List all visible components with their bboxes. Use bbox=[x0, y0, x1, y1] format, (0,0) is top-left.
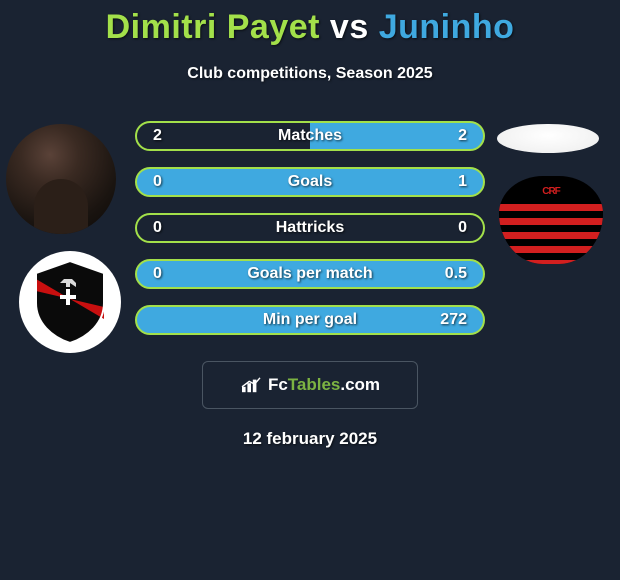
stat-left-value: 0 bbox=[153, 173, 213, 191]
brand-tables: Tables bbox=[288, 375, 341, 395]
bar-chart-icon bbox=[240, 376, 262, 394]
title: Dimitri Payet vs Juninho bbox=[0, 8, 620, 47]
stat-label: Matches bbox=[213, 127, 407, 145]
fctables-logo: FcTables.com bbox=[202, 361, 418, 409]
stat-right-value: 0.5 bbox=[407, 265, 467, 283]
title-vs: vs bbox=[320, 8, 379, 46]
stat-right-value: 0 bbox=[407, 219, 467, 237]
stat-row: 0Goals per match0.5 bbox=[135, 259, 485, 289]
brand-fc: Fc bbox=[268, 375, 288, 395]
stat-label: Min per goal bbox=[213, 311, 407, 329]
fctables-brand-text: FcTables.com bbox=[268, 375, 380, 395]
subtitle: Club competitions, Season 2025 bbox=[0, 65, 620, 83]
stat-label: Hattricks bbox=[213, 219, 407, 237]
stat-left-value: 0 bbox=[153, 265, 213, 283]
stats-area: 2Matches20Goals10Hattricks00Goals per ma… bbox=[0, 121, 620, 335]
stat-row: 0Goals1 bbox=[135, 167, 485, 197]
stat-label: Goals per match bbox=[213, 265, 407, 283]
stat-right-value: 1 bbox=[407, 173, 467, 191]
stat-left-value: 0 bbox=[153, 219, 213, 237]
stat-row: 2Matches2 bbox=[135, 121, 485, 151]
stat-left-value: 2 bbox=[153, 127, 213, 145]
title-left-name: Dimitri Payet bbox=[106, 8, 320, 46]
title-right-name: Juninho bbox=[379, 8, 515, 46]
brand-dotcom: .com bbox=[340, 375, 380, 395]
stat-row: Min per goal272 bbox=[135, 305, 485, 335]
stat-row: 0Hattricks0 bbox=[135, 213, 485, 243]
stat-right-value: 272 bbox=[407, 311, 467, 329]
comparison-card: Dimitri Payet vs Juninho Club competitio… bbox=[0, 0, 620, 580]
stat-right-value: 2 bbox=[407, 127, 467, 145]
date-text: 12 february 2025 bbox=[0, 429, 620, 449]
stat-label: Goals bbox=[213, 173, 407, 191]
